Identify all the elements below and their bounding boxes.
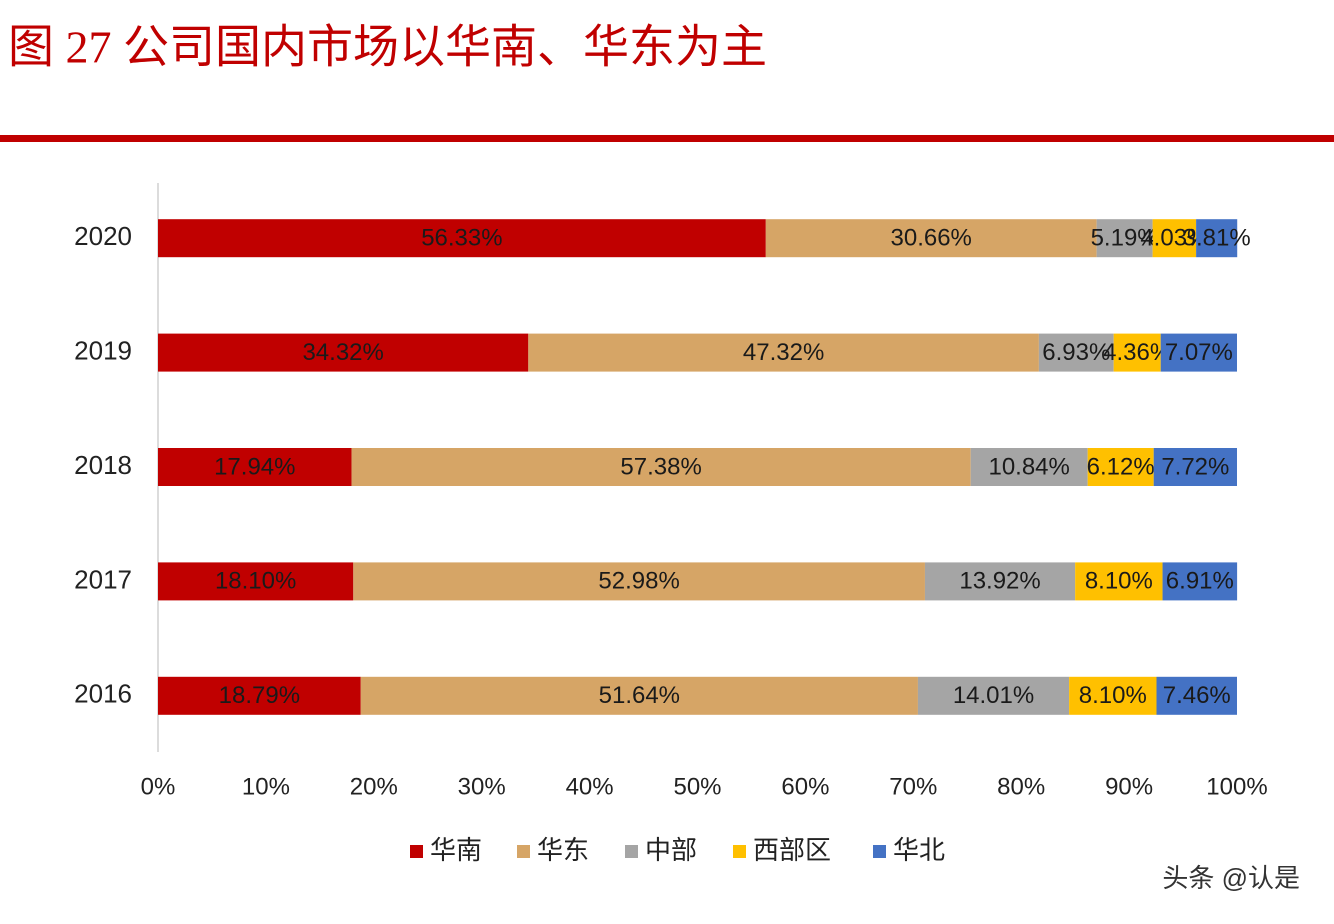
value-label: 10.84% [988,453,1069,480]
y-tick-label: 2016 [74,679,132,709]
bar-segment [158,562,354,601]
bar-segment [1038,333,1114,372]
y-tick-label: 2018 [74,450,132,480]
value-label: 47.32% [743,339,824,366]
x-tick-label: 0% [141,773,176,800]
x-tick-label: 30% [458,773,506,800]
bar-segment [917,676,1070,715]
value-label: 7.72% [1161,453,1229,480]
value-label: 8.10% [1085,568,1153,595]
x-tick-label: 60% [781,773,829,800]
bar-segment [1162,562,1238,601]
legend-swatch [625,845,638,858]
y-tick-label: 2020 [74,221,132,251]
x-tick-label: 40% [566,773,614,800]
bar-segment [765,219,1097,258]
x-tick-label: 10% [242,773,290,800]
value-label: 5.19% [1091,225,1159,252]
legend-label: 华东 [537,835,589,865]
bar-segment [360,676,918,715]
bar-segment [158,333,529,372]
value-label: 3.81% [1183,225,1251,252]
bar-segment [1153,448,1237,486]
bar-segment [1196,219,1238,258]
bar-segment [1096,219,1153,258]
bar-segment [1087,448,1154,486]
value-label: 6.12% [1087,453,1155,480]
value-label: 56.33% [421,225,502,252]
legend-swatch [410,845,423,858]
legend-label: 西部区 [753,835,831,865]
bar-segment [1160,333,1237,372]
value-label: 6.91% [1166,568,1234,595]
legend-label: 中部 [645,835,697,865]
y-tick-label: 2017 [74,564,132,594]
x-tick-label: 70% [889,773,937,800]
value-label: 13.92% [959,568,1040,595]
value-label: 34.32% [302,339,383,366]
value-label: 52.98% [598,568,679,595]
value-label: 17.94% [214,453,295,480]
value-label: 4.36% [1103,339,1171,366]
legend-swatch [733,845,746,858]
bar-segment [528,333,1039,372]
value-label: 30.66% [891,225,972,252]
bar-segment [1069,676,1157,715]
y-tick-label: 2019 [74,335,132,365]
value-label: 8.10% [1079,682,1147,709]
bar-segment [158,219,766,258]
x-tick-label: 80% [997,773,1045,800]
legend-label: 华南 [430,835,482,865]
value-label: 51.64% [599,682,680,709]
bar-segment [1152,219,1197,258]
title-rule [0,135,1334,142]
value-label: 7.07% [1165,339,1233,366]
x-tick-label: 50% [673,773,721,800]
bar-segment [1075,562,1163,601]
bar-segment [924,562,1076,601]
value-label: 18.10% [215,568,296,595]
x-tick-label: 100% [1206,773,1267,800]
legend-swatch [873,845,886,858]
bar-segment [351,448,971,486]
bar-segment [158,448,352,486]
bar-segment [970,448,1088,486]
chart-title: 图 27 公司国内市场以华南、华东为主 [8,22,767,73]
bar-segment [1113,333,1161,372]
bar-segment [353,562,925,601]
bar-segment [158,676,361,715]
legend-swatch [517,845,530,858]
x-tick-label: 20% [350,773,398,800]
value-label: 7.46% [1163,682,1231,709]
value-label: 57.38% [620,453,701,480]
watermark: 头条 @认是 [1162,863,1300,893]
value-label: 14.01% [953,682,1034,709]
x-tick-label: 90% [1105,773,1153,800]
bar-segment [1156,676,1237,715]
value-label: 6.93% [1042,339,1110,366]
legend-label: 华北 [893,835,945,865]
value-label: 18.79% [219,682,300,709]
